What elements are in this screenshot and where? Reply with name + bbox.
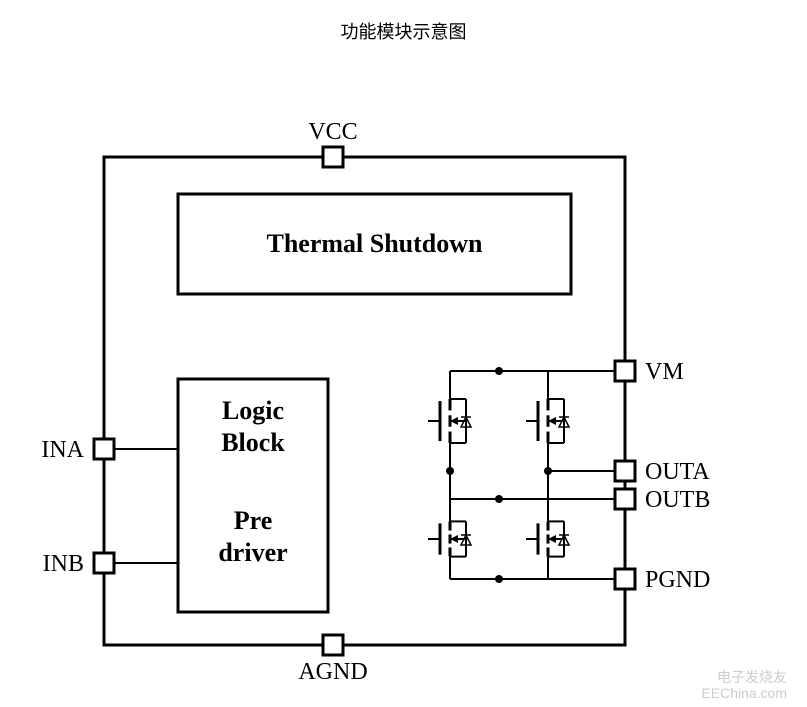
pad-ina — [94, 439, 114, 459]
pin-label-ina: INA — [41, 437, 84, 463]
pad-vm — [615, 361, 635, 381]
logic-label-4: driver — [218, 538, 287, 567]
thermal-shutdown-label: Thermal Shutdown — [267, 229, 484, 258]
pad-inb — [94, 553, 114, 573]
watermark-line2: EEChina.com — [701, 686, 787, 701]
logic-block: Logic Block Pre driver — [178, 379, 328, 612]
watermark: 电子发烧友 EEChina.com — [701, 670, 787, 701]
thermal-shutdown-block: Thermal Shutdown — [178, 194, 571, 294]
pin-label-outa: OUTA — [645, 459, 710, 485]
pad-agnd — [323, 635, 343, 655]
block-diagram: Thermal Shutdown Logic Block Pre driver … — [0, 54, 807, 694]
diagram-title: 功能模块示意图 — [0, 0, 807, 54]
pin-label-outb: OUTB — [645, 487, 710, 513]
logic-label-1: Logic — [222, 396, 284, 425]
logic-label-2: Block — [221, 428, 285, 457]
watermark-line1: 电子发烧友 — [701, 670, 787, 685]
pad-outb — [615, 489, 635, 509]
pin-label-inb: INB — [43, 551, 84, 577]
io-pads: VCC INA INB AGND VM OUTAOUTB PGND — [41, 119, 710, 685]
pin-label-pgnd: PGND — [645, 567, 710, 593]
pad-outa — [615, 461, 635, 481]
pin-label-vm: VM — [645, 359, 684, 385]
logic-label-3: Pre — [234, 506, 273, 535]
pad-pgnd — [615, 569, 635, 589]
pin-label-vcc: VCC — [308, 119, 357, 145]
h-bridge — [104, 367, 625, 583]
pad-vcc — [323, 147, 343, 167]
pin-label-agnd: AGND — [298, 659, 367, 685]
